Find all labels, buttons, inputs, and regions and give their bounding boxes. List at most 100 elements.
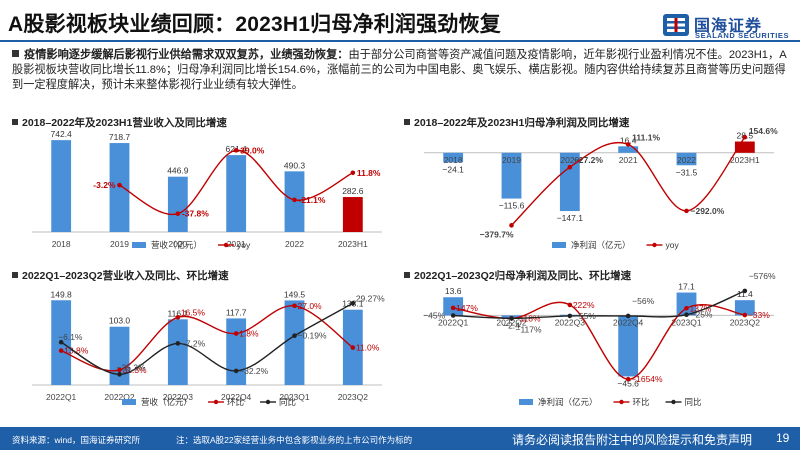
chart-bar [559,152,580,212]
chart-series-point [117,367,122,373]
chart-line-label: −35.3% [117,362,147,372]
chart-series-point [233,368,239,374]
chart-panel-annual-profit: 2018–2022年及2023H1归母净利润及同比增速 −24.1 −115.6 −… [404,115,792,270]
chart-series-point [684,305,689,311]
chart-annual-profit: −24.1−115.6−147.116.4−31.528.52018201920… [424,126,778,250]
chart-title-text: 2018–2022年及2023H1归母净利润及同比增速 [414,117,630,129]
page-number: 19 [776,431,790,445]
chart-panel-quarterly-profit: 2022Q1–2023Q2归母净利润及同比、环比增速 13.6 −2.4 −45.6… [404,268,792,423]
chart-bar [284,300,305,385]
chart-series-point [450,313,456,318]
page-title: A股影视板块业绩回顾：2023H1归母净利润强劲恢复 [8,13,501,36]
legend-swatch-bar [519,399,533,405]
chart-line-label: 11.0% [356,343,380,353]
chart-line-label: −55% [574,311,596,321]
chart-line-label: −292.0% [691,206,725,216]
chart-series-point [350,301,356,306]
chart-series-point [233,148,239,153]
chart-line-label: 154.6% [749,126,778,136]
chart-bar-label: 117.7 [226,307,247,317]
legend-swatch-point [671,399,676,405]
legend-label: yoy [666,240,680,250]
chart-bar [342,197,363,232]
chart-bar-label: 16.4 [620,135,637,145]
chart-bar-label: 17.1 [678,282,695,292]
chart-series-line [453,290,746,320]
chart-bar [618,315,639,377]
chart-series-point [625,313,631,319]
chart-series-point [117,182,122,188]
chart-line-label: 147% [456,303,478,313]
chart-bar [226,318,247,385]
summary-lead: 疫情影响逐步缓解后影视行业供给需求双双复苏，业绩强劲恢复： [24,49,349,61]
chart-line-label: −45% [423,311,445,321]
chart-line-label: −117% [516,324,543,334]
panel-bullet-icon [404,272,410,278]
chart-line-label: 11.8% [357,168,381,178]
footer-note: 注：选取A股22家经营业务中包含影视业务的上市公司作为标的 [176,435,413,445]
panel-bullet-icon [12,272,18,278]
chart-series-point [233,331,239,336]
chart-category-label: 2022Q1 [438,317,469,327]
chart-series-point [292,197,297,203]
chart-line-label: -3.2% [93,180,116,190]
chart-line-label: −379.7% [480,229,514,239]
chart-title: 2022Q1–2023Q2营业收入及同比、环比增速 [12,268,229,283]
chart-bar-label: 282.6 [342,186,364,196]
legend-label: 净利润（亿元） [571,240,631,250]
chart-line-label: 1.8% [239,329,259,339]
chart-bar [734,300,755,316]
chart-series-point [350,345,356,350]
chart-category-label: 2019 [502,155,521,165]
chart-bar-label: −147.1 [557,213,584,223]
chart-series-point [625,376,631,382]
chart-bar [226,155,247,232]
chart-category-label: 2022 [677,155,696,165]
chart-series-point [625,142,631,147]
chart-series-point [684,312,689,318]
chart-category-label: 2021 [227,239,246,249]
legend-label: 净利润（亿元） [538,397,598,407]
chart-title: 2018–2022年及2023H1营业收入及同比增速 [12,115,227,130]
chart-line-label: 222% [573,300,595,310]
chart-line-label: -21.1% [299,195,326,205]
chart-bar [734,141,755,153]
chart-line-label: -37.8% [182,209,209,219]
chart-category-label: 2022Q4 [221,392,252,402]
summary-bullet-icon [12,50,19,57]
legend-swatch-bar [132,242,146,248]
chart-category-label: 2018 [52,239,71,249]
chart-series-point [742,288,748,294]
chart-line-label: −6.1% [58,332,83,342]
chart-line-label: −7.2% [181,338,206,348]
legend-swatch-point [223,242,229,248]
chart-category-label: 2022Q2 [104,392,135,402]
legend-label: 营收（亿元） [151,240,202,250]
chart-line-label: −32.2% [239,366,269,376]
chart-series-point [292,303,297,309]
legend-label: 环比 [633,397,650,407]
chart-annual-revenue: 742.4718.7446.9621.4490.3282.62018201920… [32,129,382,250]
chart-category-label: 2023Q2 [338,392,369,402]
brand-logo: 国海证券 SEALAND SECURITIES [662,11,794,41]
chart-category-label: 2018 [444,155,463,165]
chart-line-label: 13.8% [64,346,89,356]
chart-category-label: 2022Q4 [613,317,644,327]
chart-category-label: 2021 [619,155,638,165]
chart-bar-label: −31.5 [676,167,698,177]
chart-line-label: 137% [690,303,712,313]
chart-series-point [567,302,573,308]
chart-series-line [511,136,746,226]
chart-series-point [292,333,297,339]
header-divider [0,40,800,42]
chart-line-label: −0.19% [298,331,328,341]
chart-series-point [117,372,122,377]
chart-category-label: 2022Q1 [46,392,77,402]
chart-line-label: 111.1% [632,132,660,142]
chart-series-point [58,348,64,353]
chart-bar [501,152,522,199]
chart-series-point [350,170,356,176]
chart-line-label: −33% [748,310,770,320]
summary-paragraph: 疫情影响逐步缓解后影视行业供给需求双双复苏，业绩强劲恢复：由于部分公司商誉等资产… [12,48,792,94]
chart-title-text: 2018–2022年及2023H1营业收入及同比增速 [22,117,227,129]
